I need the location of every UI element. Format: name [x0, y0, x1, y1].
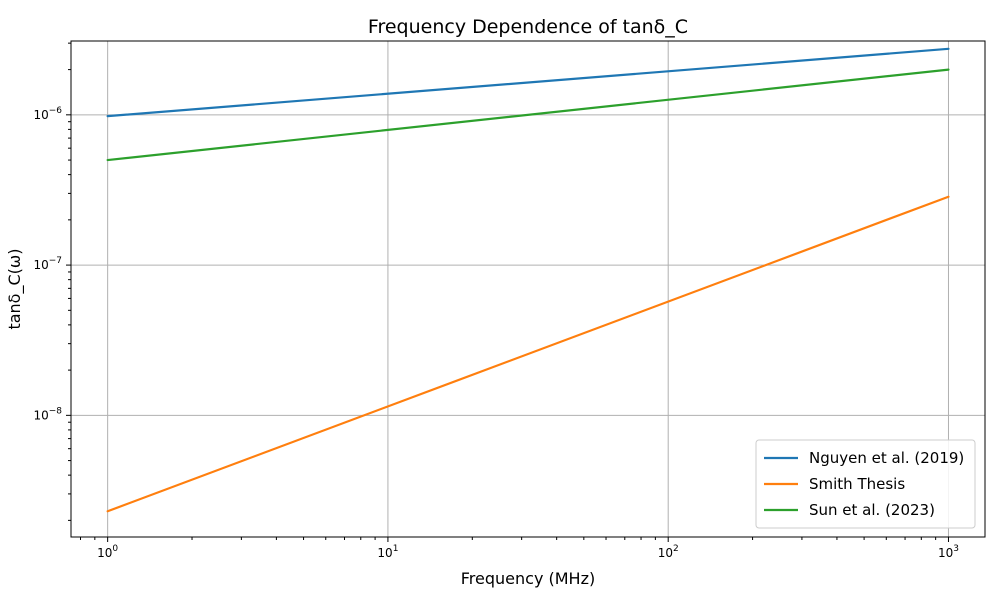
plot-frame — [70, 40, 986, 538]
x-tick-label: 103 — [938, 544, 959, 560]
x-tick-label: 102 — [658, 544, 679, 560]
y-tick-label: 10−6 — [33, 106, 62, 122]
x-tick-label: 100 — [97, 544, 118, 560]
legend-label: Sun et al. (2023) — [809, 501, 935, 519]
series-line-2 — [106, 195, 950, 513]
legend: Nguyen et al. (2019) Smith Thesis Sun et a… — [755, 439, 976, 529]
x-tick-label: 101 — [377, 544, 398, 560]
chart-title: Frequency Dependence of tanδ_C — [368, 16, 688, 38]
y-axis-label: tanδ_C(ω) — [5, 248, 25, 329]
grid — [71, 41, 985, 537]
legend-label: Nguyen et al. (2019) — [809, 449, 964, 467]
series-lines — [106, 47, 950, 513]
series-line-3 — [106, 68, 950, 162]
y-tick-label: 10−8 — [33, 406, 62, 422]
axis-ticks: 100 101 102 103 10−8 10−7 10−6 — [33, 42, 959, 560]
legend-box — [755, 439, 976, 529]
series-line-1 — [106, 47, 950, 118]
legend-label: Smith Thesis — [809, 475, 905, 493]
y-tick-label: 10−7 — [33, 256, 62, 272]
x-axis-label: Frequency (MHz) — [461, 569, 595, 588]
